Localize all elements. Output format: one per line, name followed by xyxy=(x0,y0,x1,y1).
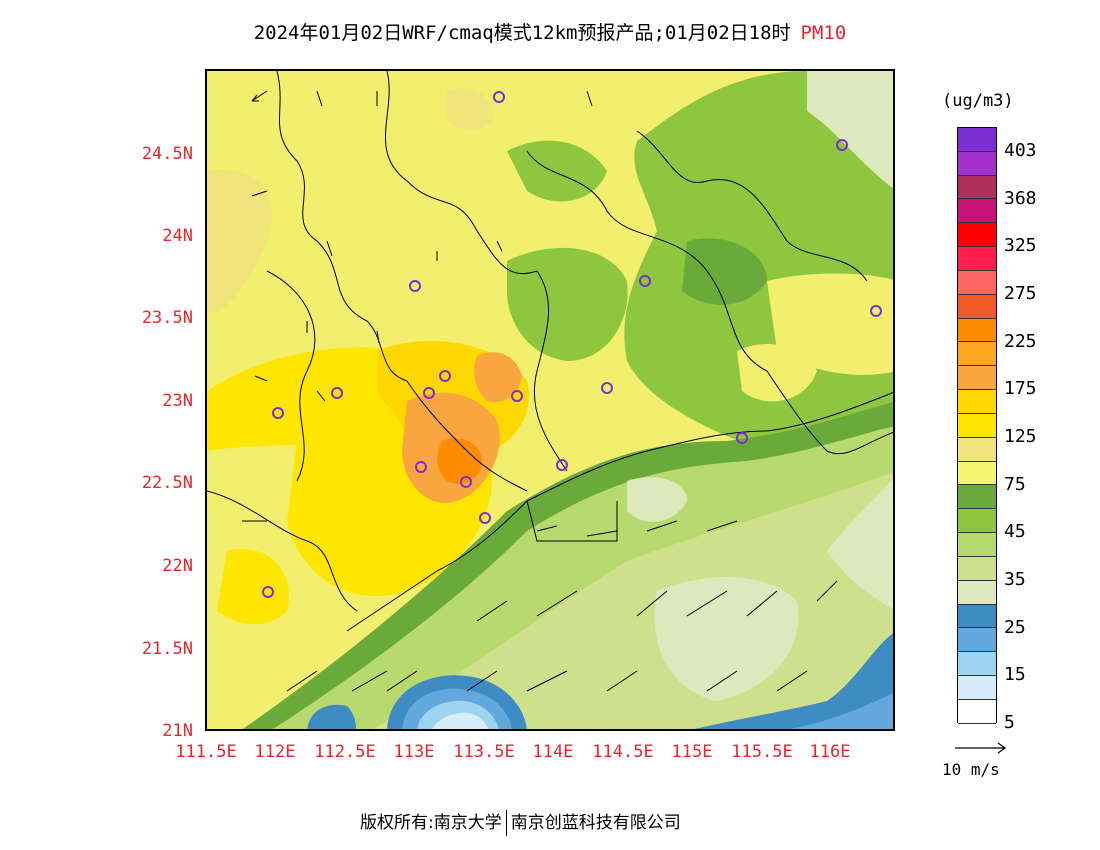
y-tick-label: 21N xyxy=(162,721,193,741)
colorbar-swatch xyxy=(958,223,996,248)
x-tick-label: 116E xyxy=(809,742,851,762)
y-tick-label: 24.5N xyxy=(141,144,193,164)
colorbar-swatch xyxy=(958,294,996,319)
map-panel[interactable] xyxy=(205,69,895,731)
clean-region xyxy=(507,247,628,361)
chart-title: 2024年01月02日WRF/cmaq模式12km预报产品;01月02日18时 P… xyxy=(0,18,1100,45)
colorbar-units: (ug/m3) xyxy=(942,91,1014,111)
colorbar-swatch xyxy=(958,676,996,700)
colorbar-label: 75 xyxy=(1004,473,1026,495)
colorbar-swatch xyxy=(958,509,996,534)
y-tick-label: 21.5N xyxy=(141,639,193,659)
colorbar-label: 25 xyxy=(1004,616,1026,638)
pollution-region xyxy=(737,343,817,402)
pollution-region xyxy=(437,438,482,485)
colorbar-swatch xyxy=(958,342,996,367)
colorbar-label: 368 xyxy=(1004,187,1037,209)
colorbar-swatch xyxy=(958,175,996,200)
footer-separator xyxy=(505,810,507,836)
clean-region xyxy=(507,140,607,202)
colorbar-swatch xyxy=(958,247,996,271)
copyright-footer: 版权所有:南京大学 南京创蓝科技有限公司 xyxy=(360,808,681,836)
x-tick-label: 115E xyxy=(671,742,713,762)
colorbar-label: 225 xyxy=(1004,330,1037,352)
concentration-map xyxy=(207,71,893,729)
title-main: 2024年01月02日WRF/cmaq模式12km预报产品;01月02日18时 xyxy=(253,22,791,44)
colorbar-swatch xyxy=(958,270,996,295)
sea-region xyxy=(627,477,687,522)
y-tick-label: 23.5N xyxy=(141,308,193,328)
sea-region xyxy=(790,692,893,729)
sea-region xyxy=(432,712,489,729)
y-tick-label: 23N xyxy=(162,391,193,411)
x-tick-label: 113.5E xyxy=(453,742,515,762)
admin-boundaries xyxy=(207,71,893,632)
x-tick-label: 112E xyxy=(254,742,296,762)
pollution-region xyxy=(767,273,893,375)
colorbar-swatch xyxy=(958,128,996,152)
colorbar-swatch xyxy=(958,151,996,176)
colorbar-swatch xyxy=(958,318,996,343)
colorbar-swatch xyxy=(958,580,996,605)
colorbar-label: 403 xyxy=(1004,139,1037,161)
x-tick-label: 115.5E xyxy=(731,742,793,762)
colorbar-swatch xyxy=(958,628,996,653)
sea-region xyxy=(694,633,893,729)
colorbar-swatch xyxy=(958,461,996,486)
colorbar-swatch xyxy=(958,485,996,510)
colorbar-swatch xyxy=(958,652,996,677)
copyright-left: 版权所有:南京大学 xyxy=(360,813,502,833)
wind-reference-arrow xyxy=(955,742,1007,754)
colorbar-label: 175 xyxy=(1004,378,1037,400)
x-tick-label: 114.5E xyxy=(592,742,654,762)
x-tick-label: 112.5E xyxy=(314,742,376,762)
pollution-region xyxy=(447,88,493,131)
sea-region xyxy=(654,577,799,701)
copyright-right: 南京创蓝科技有限公司 xyxy=(510,813,681,833)
pollution-region xyxy=(474,352,522,403)
monitoring-stations xyxy=(262,91,882,598)
colorbar-label: 275 xyxy=(1004,282,1037,304)
x-tick-label: 113E xyxy=(393,742,435,762)
colorbar-label: 35 xyxy=(1004,568,1026,590)
colorbar-swatch xyxy=(958,556,996,581)
clean-region xyxy=(682,238,767,305)
x-tick-label: 114E xyxy=(532,742,574,762)
sea-region xyxy=(307,704,356,729)
colorbar-swatch xyxy=(958,533,996,557)
sea-region xyxy=(827,477,893,609)
colorbar-swatch xyxy=(958,699,996,724)
colorbar-swatch xyxy=(958,604,996,629)
y-tick-label: 22.5N xyxy=(141,473,193,493)
colorbar-swatch xyxy=(958,390,996,414)
colorbar-label: 5 xyxy=(1004,712,1015,733)
colorbar-swatch xyxy=(958,199,996,224)
colorbar-swatch xyxy=(958,437,996,462)
wind-vectors xyxy=(242,90,838,692)
colorbar-swatch xyxy=(958,366,996,391)
colorbar-label: 45 xyxy=(1004,521,1026,543)
colorbar-label: 15 xyxy=(1004,664,1026,686)
colorbar-label: 125 xyxy=(1004,425,1037,447)
x-tick-label: 111.5E xyxy=(175,742,237,762)
clean-region xyxy=(807,71,893,189)
colorbar-label: 325 xyxy=(1004,235,1037,257)
pollution-region xyxy=(217,549,289,625)
wind-reference-label: 10 m/s xyxy=(942,760,1000,779)
colorbar-swatch xyxy=(958,413,996,438)
pollution-region xyxy=(207,169,273,313)
colorbar xyxy=(957,127,997,724)
title-pollutant: PM10 xyxy=(800,22,847,44)
y-tick-label: 22N xyxy=(162,556,193,576)
y-tick-label: 24N xyxy=(162,226,193,246)
